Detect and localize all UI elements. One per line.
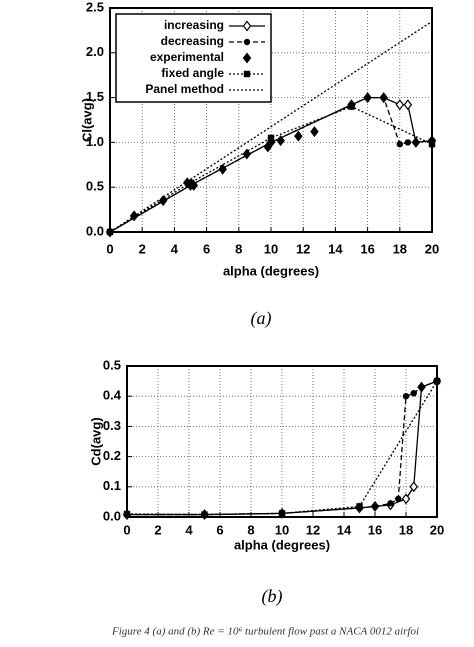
y-tick-label: 0.2 xyxy=(103,448,121,463)
legend-marker xyxy=(243,70,251,78)
x-tick-label: 10 xyxy=(264,241,278,256)
x-tick-label: 18 xyxy=(393,241,407,256)
marker xyxy=(380,94,387,101)
y-axis-label: Cd(avg) xyxy=(88,417,103,465)
marker xyxy=(356,503,363,510)
marker xyxy=(123,510,131,518)
marker xyxy=(410,389,417,397)
marker xyxy=(409,481,419,493)
x-tick-label: 8 xyxy=(235,241,242,256)
marker xyxy=(201,511,208,518)
x-tick-label: 16 xyxy=(368,522,382,537)
x-tick-label: 12 xyxy=(306,522,320,537)
marker xyxy=(418,383,425,391)
legend-label: increasing xyxy=(164,18,224,32)
x-tick-label: 18 xyxy=(399,522,413,537)
marker xyxy=(402,393,410,400)
x-axis-label: alpha (degrees) xyxy=(234,537,330,552)
marker xyxy=(433,377,441,385)
marker xyxy=(218,163,227,175)
series-line xyxy=(109,96,433,233)
y-tick-label: 2.0 xyxy=(86,44,104,59)
marker xyxy=(364,94,371,101)
marker xyxy=(404,139,412,146)
marker xyxy=(395,495,402,503)
x-tick-label: 12 xyxy=(296,241,310,256)
x-tick-label: 0 xyxy=(106,241,113,256)
caption: Figure 4 (a) and (b) Re = 10⁶ turbulent … xyxy=(111,626,419,638)
subfigure-label: (b) xyxy=(262,586,283,607)
plot-frame xyxy=(109,7,433,233)
x-tick-label: 10 xyxy=(275,522,289,537)
x-tick-label: 2 xyxy=(139,241,146,256)
x-tick-label: 4 xyxy=(185,522,193,537)
x-tick-label: 14 xyxy=(337,522,352,537)
marker xyxy=(263,141,273,153)
y-tick-label: 1.5 xyxy=(86,89,104,104)
marker xyxy=(310,126,319,138)
y-tick-label: 0.4 xyxy=(103,388,122,403)
y-tick-label: 0.0 xyxy=(86,223,104,238)
marker xyxy=(428,140,436,148)
series-line xyxy=(126,380,438,516)
x-tick-label: 6 xyxy=(216,522,223,537)
x-tick-label: 14 xyxy=(328,241,343,256)
marker xyxy=(396,140,403,148)
x-tick-label: 8 xyxy=(247,522,254,537)
x-tick-label: 6 xyxy=(203,241,210,256)
marker xyxy=(278,510,286,517)
marker xyxy=(401,493,411,505)
x-tick-label: 16 xyxy=(360,241,374,256)
y-tick-label: 1.0 xyxy=(86,134,104,149)
marker xyxy=(348,103,355,110)
marker xyxy=(395,99,405,111)
x-tick-label: 20 xyxy=(430,522,444,537)
marker xyxy=(267,134,275,142)
legend-label: experimental xyxy=(150,50,224,64)
series-line xyxy=(109,20,433,233)
x-tick-label: 4 xyxy=(171,241,179,256)
x-axis-label: alpha (degrees) xyxy=(223,263,319,278)
y-tick-label: 0.0 xyxy=(103,508,121,523)
marker xyxy=(294,130,303,142)
legend-marker xyxy=(243,38,251,46)
marker xyxy=(387,500,394,507)
y-tick-label: 2.5 xyxy=(86,0,104,14)
y-tick-label: 0.1 xyxy=(103,478,121,493)
y-tick-label: 0.5 xyxy=(103,357,121,372)
marker xyxy=(403,99,413,111)
x-tick-label: 20 xyxy=(425,241,439,256)
legend-marker xyxy=(242,52,252,64)
legend-label: fixed angle xyxy=(161,66,224,80)
y-axis-label: Cl(avg) xyxy=(79,98,94,142)
marker xyxy=(412,139,420,146)
subfigure-label: (a) xyxy=(251,308,272,329)
marker xyxy=(371,503,379,510)
legend-marker xyxy=(242,20,252,32)
x-tick-label: 2 xyxy=(154,522,161,537)
marker xyxy=(187,179,194,186)
y-tick-label: 0.5 xyxy=(86,179,104,194)
x-tick-label: 0 xyxy=(123,522,130,537)
marker xyxy=(276,135,285,147)
legend-label: Panel method xyxy=(145,82,224,96)
legend-label: decreasing xyxy=(161,34,224,48)
y-tick-label: 0.3 xyxy=(103,418,121,433)
